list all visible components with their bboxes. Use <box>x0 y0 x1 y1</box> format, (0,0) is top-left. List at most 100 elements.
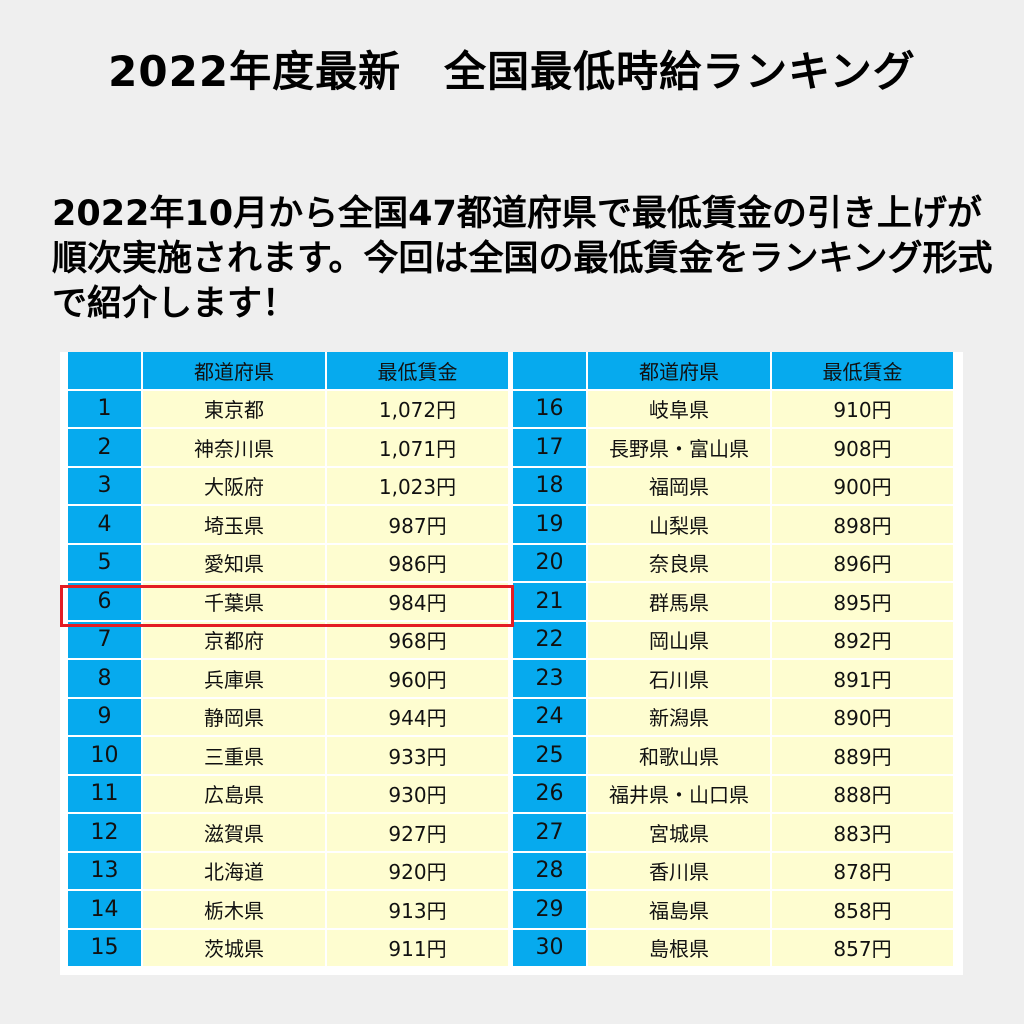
rank-cell: 27 <box>513 814 588 853</box>
prefecture-cell: 静岡県 <box>143 698 327 737</box>
table-row: 11 広島県 930円 <box>68 775 510 814</box>
rank-cell: 20 <box>513 544 588 583</box>
header-prefecture: 都道府県 <box>143 352 327 391</box>
table-row: 2 神奈川県 1,071円 <box>68 429 510 468</box>
wage-cell: 987円 <box>327 506 510 545</box>
page-title: 2022年度最新 全国最低時給ランキング <box>108 47 916 96</box>
rank-cell: 2 <box>68 429 143 468</box>
wage-cell: 892円 <box>772 621 955 660</box>
rank-cell: 21 <box>513 583 588 622</box>
rank-cell: 6 <box>68 583 143 622</box>
prefecture-cell: 東京都 <box>143 390 327 429</box>
rank-cell: 12 <box>68 814 143 853</box>
wage-cell: 960円 <box>327 660 510 699</box>
rank-cell: 30 <box>513 929 588 968</box>
table-row: 29 福島県 858円 <box>513 891 955 930</box>
wage-cell: 891円 <box>772 660 955 699</box>
wage-cell: 1,071円 <box>327 429 510 468</box>
prefecture-cell: 香川県 <box>588 852 772 891</box>
wage-cell: 900円 <box>772 467 955 506</box>
rank-cell: 8 <box>68 660 143 699</box>
table-row: 27 宮城県 883円 <box>513 814 955 853</box>
wage-cell: 878円 <box>772 852 955 891</box>
wage-cell: 888円 <box>772 775 955 814</box>
intro-line: で紹介します！ <box>52 284 298 324</box>
header-rank <box>68 352 143 391</box>
prefecture-cell: 福島県 <box>588 891 772 930</box>
table-row: 7 京都府 968円 <box>68 621 510 660</box>
prefecture-cell: 和歌山県 <box>588 737 772 776</box>
prefecture-cell: 群馬県 <box>588 583 772 622</box>
table-row: 30 島根県 857円 <box>513 929 955 968</box>
prefecture-cell: 京都府 <box>143 621 327 660</box>
table-row: 9 静岡県 944円 <box>68 698 510 737</box>
prefecture-cell: 北海道 <box>143 852 327 891</box>
wage-cell: 930円 <box>327 775 510 814</box>
wage-cell: 927円 <box>327 814 510 853</box>
table-row: 19 山梨県 898円 <box>513 506 955 545</box>
rank-cell: 28 <box>513 852 588 891</box>
table-row: 20 奈良県 896円 <box>513 544 955 583</box>
prefecture-cell: 山梨県 <box>588 506 772 545</box>
table-row: 17 長野県・富山県 908円 <box>513 429 955 468</box>
prefecture-cell: 奈良県 <box>588 544 772 583</box>
rank-cell: 26 <box>513 775 588 814</box>
prefecture-cell: 大阪府 <box>143 467 327 506</box>
wage-cell: 968円 <box>327 621 510 660</box>
header-wage: 最低賃金 <box>327 352 510 391</box>
rank-cell: 7 <box>68 621 143 660</box>
rank-cell: 5 <box>68 544 143 583</box>
ranking-table: 都道府県 最低賃金 1 東京都 1,072円 2 神奈川県 1,071円 3 大阪府 1,023… <box>60 352 963 975</box>
intro-text: 2022年10月から全国47都道府県で最低賃金の引き上げが 順次実施されます。今… <box>52 192 992 327</box>
wage-cell: 858円 <box>772 891 955 930</box>
table-header-row: 都道府県 最低賃金 <box>513 352 955 391</box>
rank-cell: 25 <box>513 737 588 776</box>
wage-cell: 944円 <box>327 698 510 737</box>
table-row: 22 岡山県 892円 <box>513 621 955 660</box>
rank-cell: 9 <box>68 698 143 737</box>
prefecture-cell: 福井県・山口県 <box>588 775 772 814</box>
prefecture-cell: 兵庫県 <box>143 660 327 699</box>
table-row: 18 福岡県 900円 <box>513 467 955 506</box>
intro-line: 順次実施されます。今回は全国の最低賃金をランキング形式 <box>52 239 993 279</box>
wage-cell: 911円 <box>327 929 510 968</box>
rank-cell: 17 <box>513 429 588 468</box>
wage-cell: 910円 <box>772 390 955 429</box>
rank-cell: 13 <box>68 852 143 891</box>
prefecture-cell: 福岡県 <box>588 467 772 506</box>
intro-line: 2022年10月から全国47都道府県で最低賃金の引き上げが <box>52 194 982 234</box>
rank-cell: 11 <box>68 775 143 814</box>
rank-cell: 29 <box>513 891 588 930</box>
rank-cell: 24 <box>513 698 588 737</box>
wage-cell: 984円 <box>327 583 510 622</box>
prefecture-cell: 千葉県 <box>143 583 327 622</box>
table-row: 21 群馬県 895円 <box>513 583 955 622</box>
rank-cell: 19 <box>513 506 588 545</box>
rank-cell: 15 <box>68 929 143 968</box>
table-row: 1 東京都 1,072円 <box>68 390 510 429</box>
rank-cell: 4 <box>68 506 143 545</box>
table-header-row: 都道府県 最低賃金 <box>68 352 510 391</box>
rank-cell: 16 <box>513 390 588 429</box>
table-row: 26 福井県・山口県 888円 <box>513 775 955 814</box>
prefecture-cell: 広島県 <box>143 775 327 814</box>
prefecture-cell: 岡山県 <box>588 621 772 660</box>
header-prefecture: 都道府県 <box>588 352 772 391</box>
prefecture-cell: 愛知県 <box>143 544 327 583</box>
ranking-column-right: 都道府県 最低賃金 16 岐阜県 910円 17 長野県・富山県 908円 18 福岡県 900… <box>513 352 955 968</box>
wage-cell: 1,023円 <box>327 467 510 506</box>
table-row: 12 滋賀県 927円 <box>68 814 510 853</box>
prefecture-cell: 長野県・富山県 <box>588 429 772 468</box>
table-row: 28 香川県 878円 <box>513 852 955 891</box>
wage-cell: 986円 <box>327 544 510 583</box>
table-row: 10 三重県 933円 <box>68 737 510 776</box>
rank-cell: 3 <box>68 467 143 506</box>
table-row: 4 埼玉県 987円 <box>68 506 510 545</box>
rank-cell: 14 <box>68 891 143 930</box>
prefecture-cell: 栃木県 <box>143 891 327 930</box>
wage-cell: 883円 <box>772 814 955 853</box>
table-row: 24 新潟県 890円 <box>513 698 955 737</box>
prefecture-cell: 神奈川県 <box>143 429 327 468</box>
wage-cell: 1,072円 <box>327 390 510 429</box>
table-row: 3 大阪府 1,023円 <box>68 467 510 506</box>
